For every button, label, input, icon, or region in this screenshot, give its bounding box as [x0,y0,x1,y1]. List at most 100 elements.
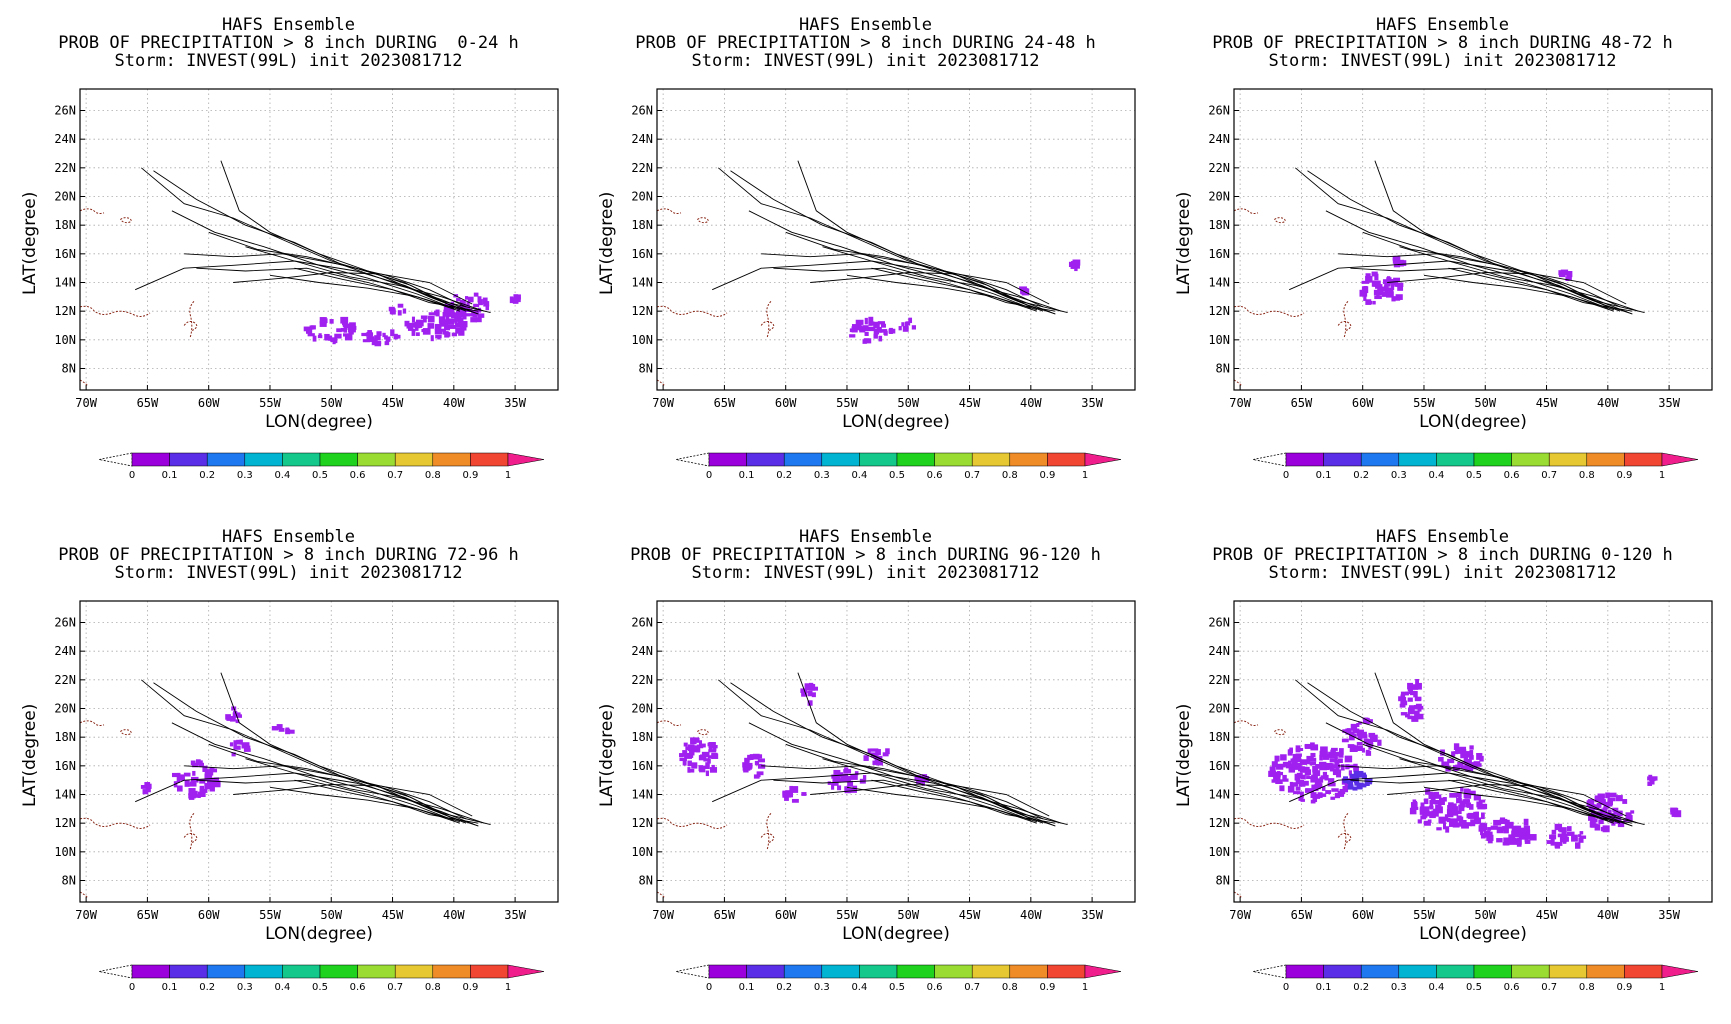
storm-line: Storm: INVEST(99L) init 2023081712 [691,563,1040,583]
colorbar-segment [859,964,898,979]
panel-heading: PROB OF PRECIPITATION > 8 inch DURING 48… [1212,33,1673,53]
colorbar-tick-label: 0.3 [1391,982,1407,993]
y-axis-label: LAT(degree) [1174,191,1194,295]
colorbar-segment [244,452,283,467]
x-axis-label: LON(degree) [842,412,950,432]
ensemble-track [245,246,485,312]
lat-tick-label: 20N [631,190,653,204]
lat-tick-label: 10N [631,333,653,347]
plot-frame [656,600,1136,903]
lon-tick-label: 65W [714,908,736,922]
lon-tick-label: 65W [1291,396,1313,410]
colorbar-segment [1047,452,1086,467]
lat-tick-label: 12N [54,816,76,830]
colorbar-tick-label: 0.2 [1353,982,1369,993]
lon-tick-label: 35W [504,396,526,410]
precip-probability-area [171,759,221,800]
colorbar-overflow [1084,964,1122,979]
panel-title: HAFS Ensemble PROB OF PRECIPITATION > 8 i… [577,16,1154,70]
map-plot: 26N 24N 22N 20N 18N 16N 14N 12N 10N 8N 70W 65W 60W 55… [1208,600,1713,993]
ensemble-track [730,682,1056,827]
colorbar-tick-label: 0 [1283,982,1289,993]
colorbar-segment [971,964,1011,979]
colorbar-segment [244,964,283,979]
lat-tick-label: 16N [1208,247,1230,261]
lat-tick-label: 20N [1208,702,1230,716]
colorbar-underflow [98,964,133,979]
colorbar-segment [432,452,471,467]
lat-tick-label: 16N [631,759,653,773]
precip-probability-area [1409,786,1488,833]
colorbar-tick-label: 0.1 [739,982,755,993]
lon-tick-label: 60W [1352,396,1374,410]
colorbar-segment [169,452,208,467]
colorbar-segment [783,452,823,467]
lat-tick-label: 16N [1208,759,1230,773]
lat-tick-label: 24N [1208,132,1230,146]
panel-title: HAFS Ensemble PROB OF PRECIPITATION > 8 i… [0,528,577,582]
ensemble-track [153,170,479,315]
precip-probability-area [679,737,719,777]
precip-probability-area [509,294,521,304]
y-axis-label: LAT(degree) [597,703,617,807]
ensemble-title: HAFS Ensemble [221,15,356,35]
colorbar-tick-label: 0.2 [199,470,215,481]
colorbar-tick-label: 0.6 [1504,470,1520,481]
precip-probability-area [1359,271,1404,305]
colorbar: 0 0.1 0.2 0.3 0.4 0.5 0.6 0.7 0.8 0.9 1 [1252,452,1699,481]
lon-tick-label: 40W [1597,396,1619,410]
precip-probability-area [849,316,896,344]
colorbar-segment [1360,452,1400,467]
colorbar-tick-label: 0.6 [350,982,366,993]
colorbar-overflow [1661,452,1699,467]
colorbar-tick-label: 0.9 [1616,982,1632,993]
colorbar-segment [1285,964,1324,979]
colorbar-tick-label: 0.5 [889,982,905,993]
precip-probability-area [1586,792,1635,833]
lon-tick-label: 70W [652,908,674,922]
ensemble-track [1423,786,1615,824]
colorbar-segment [746,452,785,467]
colorbar-tick-label: 0.7 [387,470,403,481]
map-panel-p4: HAFS Ensemble PROB OF PRECIPITATION > 8 i… [0,512,577,1024]
colorbar-segment [470,964,509,979]
colorbar-tick-label: 0.9 [1039,470,1055,481]
panel-heading: PROB OF PRECIPITATION > 8 inch DURING 0-… [58,33,519,53]
colorbar-tick-label: 0.8 [425,982,441,993]
lon-tick-label: 40W [1020,396,1042,410]
precip-probability-area [229,739,251,757]
lon-tick-label: 55W [259,908,281,922]
colorbar-segment [1548,964,1588,979]
x-axis-label: LON(degree) [1419,412,1527,432]
colorbar-overflow [507,964,545,979]
colorbar-underflow [98,452,133,467]
colorbar-segment [708,964,747,979]
colorbar-tick-label: 0 [129,470,135,481]
colorbar: 0 0.1 0.2 0.3 0.4 0.5 0.6 0.7 0.8 0.9 1 [675,452,1122,481]
colorbar-tick-label: 0.6 [1504,982,1520,993]
colorbar-tick-label: 0.4 [274,982,290,993]
lat-tick-label: 10N [54,845,76,859]
ensemble-track [1362,743,1645,826]
lat-tick-label: 22N [631,673,653,687]
precip-probability-area [782,785,807,803]
colorbar-tick-label: 0.9 [462,982,478,993]
precip-probability-area [1478,817,1537,847]
colorbar-tick-label: 0.2 [776,470,792,481]
ensemble-track [1423,274,1615,312]
plot-frame [79,600,559,903]
colorbar-overflow [1661,964,1699,979]
colorbar-segment [1548,452,1588,467]
colorbar-segment [1009,452,1048,467]
lat-tick-label: 24N [1208,644,1230,658]
colorbar-segment [1323,964,1362,979]
colorbar-tick-label: 0.7 [964,982,980,993]
colorbar-underflow [1252,964,1287,979]
colorbar-tick-label: 0.5 [1466,470,1482,481]
ensemble-track [1295,679,1621,824]
ensemble-track [712,772,1056,827]
ensemble-title: HAFS Ensemble [221,527,356,547]
lon-tick-label: 35W [1658,396,1680,410]
ensemble-track [1448,779,1633,824]
colorbar-segment [432,964,471,979]
